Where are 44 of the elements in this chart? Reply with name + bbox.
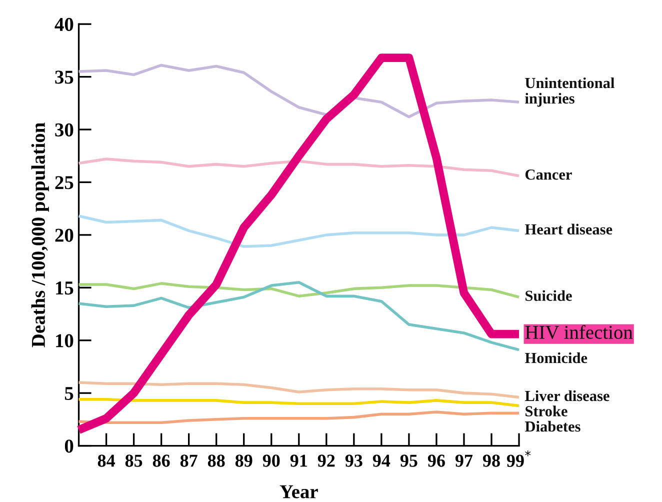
line-series [77, 64, 520, 118]
line-series [77, 158, 520, 178]
line-series [77, 398, 520, 408]
y-tick-label: 0 [64, 440, 74, 453]
y-tick-label: 15 [56, 282, 74, 295]
x-tick-label: 97 [455, 454, 473, 467]
series-label: Diabetes [525, 420, 580, 432]
y-tick-label: 25 [55, 176, 74, 190]
x-tick-label: 86 [152, 454, 170, 467]
x-tick-label: 88 [208, 454, 225, 467]
series-label: Heart disease [524, 224, 612, 235]
x-tick-label: 98 [482, 454, 500, 467]
series-label: Homicide [524, 352, 588, 364]
x-tick-label: 99$^{*}$ [506, 450, 531, 467]
series-label: Cancer [525, 169, 572, 180]
x-tick-label: 92 [318, 454, 335, 467]
x-tick-label: 87 [180, 454, 198, 467]
y-tick-label: 20 [55, 228, 74, 242]
x-tick-label: 84 [98, 454, 115, 467]
x-axis-title: Year [280, 485, 318, 498]
series-label: Liver disease [524, 390, 610, 402]
line-series [77, 381, 520, 399]
x-tick-label: 96 [428, 454, 445, 467]
x-tick-label: 94 [372, 454, 390, 467]
series-label: Unintentional injuries [525, 77, 614, 107]
line-series [77, 410, 520, 424]
y-tick-label: 30 [55, 123, 74, 136]
series-label: HIV infection [525, 325, 633, 339]
x-tick-label: 93 [345, 454, 362, 467]
line-series [77, 280, 520, 352]
x-tick-label: 85 [125, 454, 142, 467]
x-tick-label: 90 [262, 454, 280, 467]
y-tick-label: 5 [64, 387, 74, 400]
y-tick-label: 40 [54, 18, 74, 32]
y-tick-label: 10 [56, 334, 74, 348]
y-tick-label: 35 [55, 70, 74, 84]
series-label: Suicide [526, 290, 572, 301]
series-label: Stroke [526, 406, 568, 416]
x-tick-label: 91 [290, 454, 307, 467]
x-tick-label: 95 [400, 454, 418, 467]
line-series [77, 282, 520, 299]
x-tick-label: 89 [235, 454, 252, 467]
line-series [77, 214, 520, 248]
y-axis-title: Deaths /100,000 population [31, 122, 49, 348]
